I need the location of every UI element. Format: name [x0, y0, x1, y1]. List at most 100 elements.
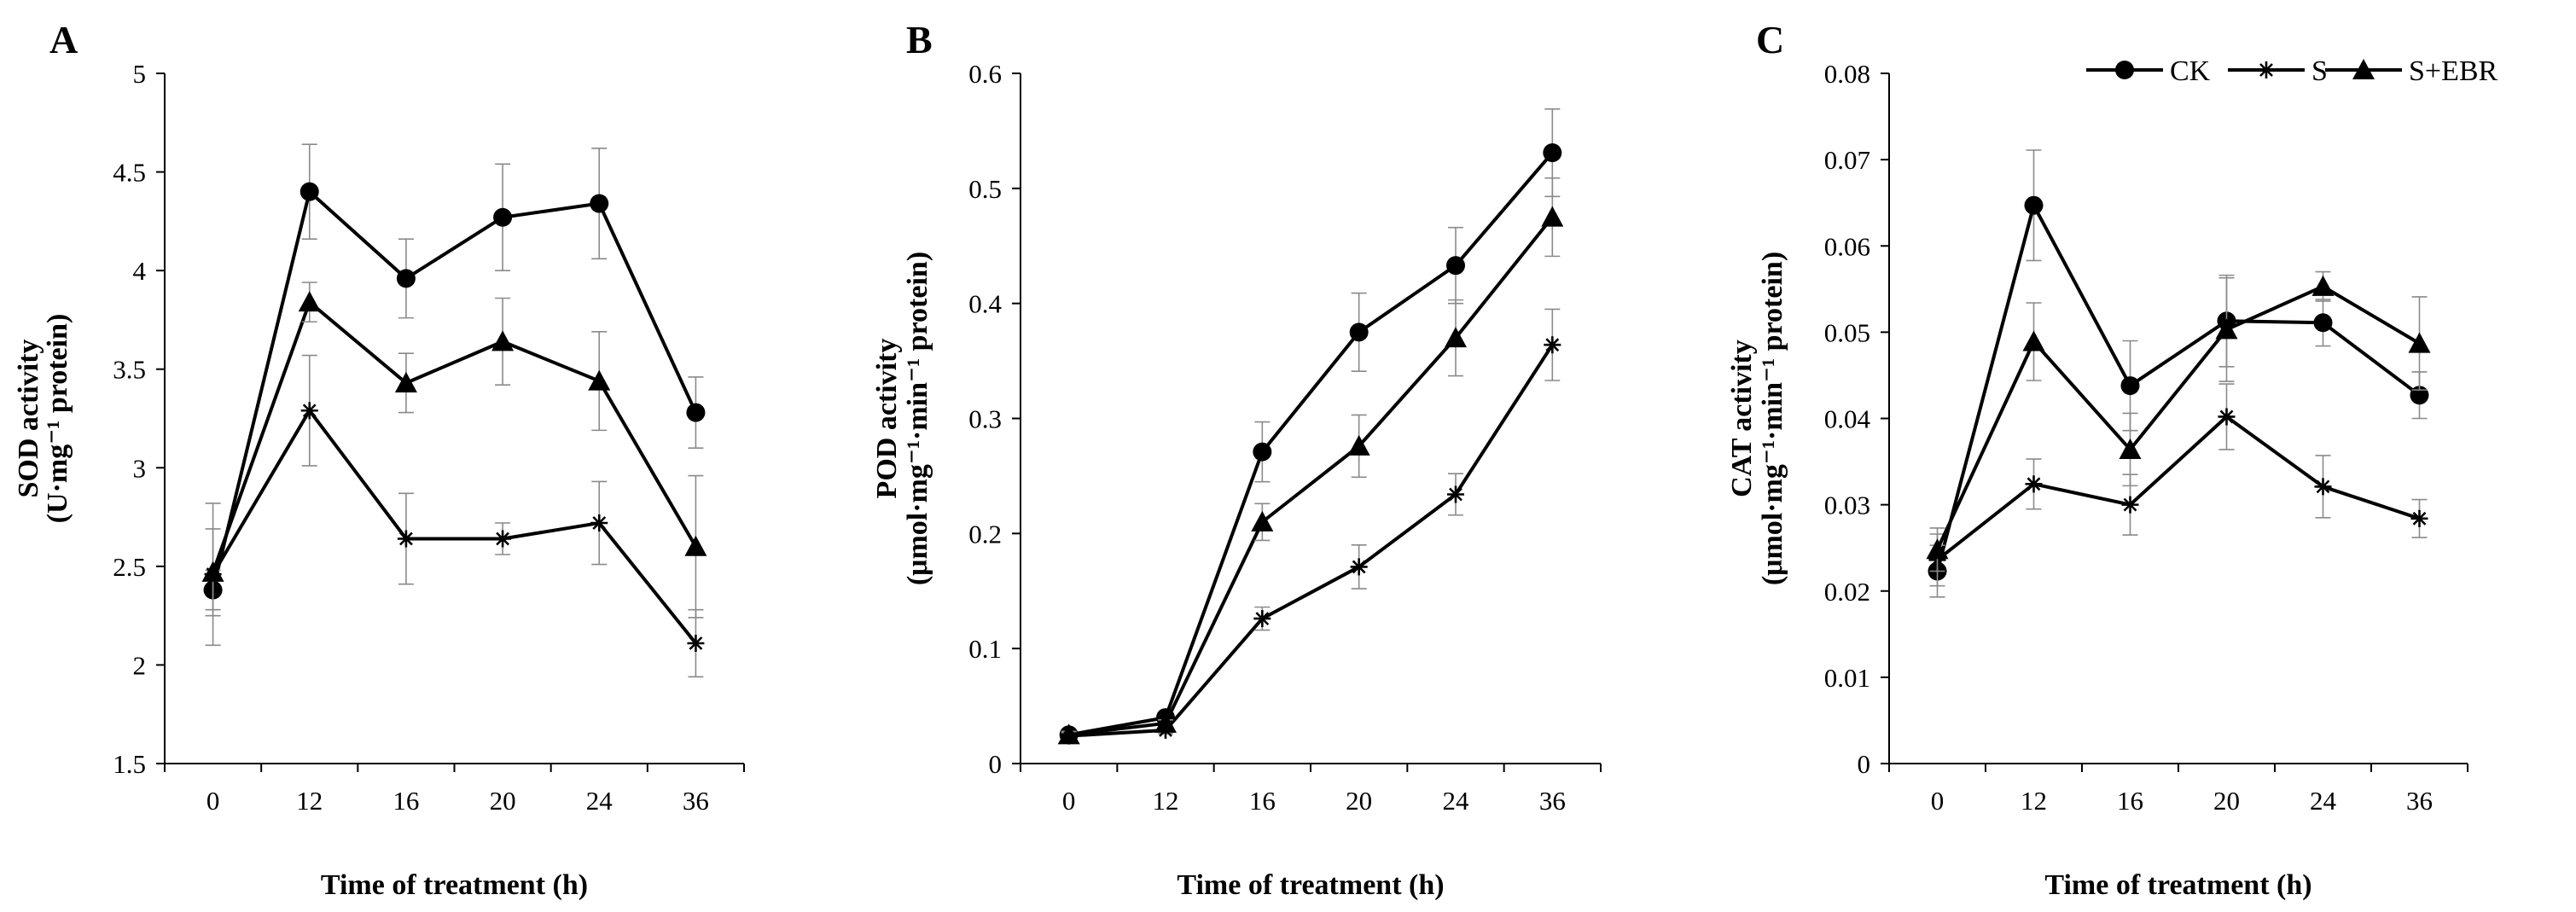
y-tick-label: 0.03	[1824, 491, 1870, 520]
data-point-s-stroke	[1255, 612, 1270, 626]
y-tick-label: 0.1	[968, 634, 1002, 664]
data-point-s	[2121, 496, 2139, 514]
series-line-s-ebr	[211, 299, 698, 573]
data-point-s	[494, 530, 512, 548]
data-point-s-stroke	[2412, 511, 2427, 526]
data-point-s-ebr	[1541, 206, 1564, 227]
x-tick-label: 16	[393, 786, 419, 816]
panel-letter: A	[49, 18, 78, 61]
data-point-s	[300, 402, 318, 420]
data-point-s	[1447, 485, 1464, 503]
x-tick-label: 16	[1249, 786, 1276, 816]
data-point-s-ebr	[2408, 332, 2431, 353]
data-point-s-stroke	[398, 532, 413, 546]
data-point-s-stroke	[689, 636, 703, 650]
x-tick-label: 12	[1153, 786, 1179, 816]
y-tick-label: 0.5	[968, 174, 1002, 204]
y-axis-subtitle: (U·mg⁻¹ protein)	[42, 314, 73, 524]
data-point-s-stroke	[302, 404, 317, 418]
x-tick-label: 36	[1539, 786, 1566, 816]
data-point-s-stroke	[1449, 487, 1462, 502]
data-point-s	[2025, 475, 2043, 493]
panel-letter: C	[1756, 18, 1784, 61]
legend-label-ck: CK	[2170, 55, 2211, 87]
data-point-s-ebr	[1347, 434, 1370, 456]
y-tick-label: 3.5	[113, 355, 146, 385]
y-tick-label: 0.4	[968, 289, 1002, 319]
data-point-ck	[299, 182, 319, 201]
x-tick-label: 36	[683, 786, 709, 816]
data-point-ck	[1349, 322, 1369, 342]
x-tick-label: 20	[1346, 786, 1372, 816]
data-point-ck	[396, 269, 416, 288]
x-tick-label: 20	[490, 786, 516, 816]
data-point-s	[2314, 478, 2332, 496]
legend: CK S S+EBR	[2086, 55, 2498, 87]
y-tick-label: 4	[133, 256, 147, 286]
y-axis-subtitle: (μmol·mg⁻¹·min⁻¹ protein)	[1757, 252, 1788, 585]
data-point-s	[2410, 509, 2428, 527]
data-point-s	[590, 514, 608, 532]
legend-label-s: S	[2311, 55, 2328, 87]
panel-a-sod-chart: A 1.5 2 2.5 3 3.5 4 4.5 5 0 12 16 20 24 36 Time of trea…	[13, 18, 745, 901]
x-axis-title: Time of treatment (h)	[2044, 869, 2311, 901]
y-tick-label: 0	[1858, 749, 1871, 779]
data-point-ck	[590, 194, 609, 213]
series-line-s	[1936, 414, 2421, 561]
y-tick-label: 0.01	[1824, 663, 1870, 693]
y-axis-title: SOD activity	[13, 339, 44, 497]
data-point-s-ebr	[298, 291, 321, 312]
x-tick-label: 0	[1062, 786, 1076, 816]
legend-marker-ck	[2115, 61, 2134, 79]
x-tick-label: 0	[1931, 786, 1945, 816]
x-tick-label: 12	[296, 786, 323, 816]
x-axis-title: Time of treatment (h)	[321, 869, 588, 901]
data-point-s-ebr	[1445, 327, 1467, 348]
x-tick-label: 24	[2310, 786, 2337, 816]
legend-marker-s-ebr	[2352, 59, 2375, 80]
data-point-ck	[2024, 195, 2044, 215]
data-point-s-ebr	[588, 369, 611, 391]
y-tick-label: 0.08	[1824, 59, 1870, 89]
legend-marker-s	[2258, 61, 2275, 78]
data-point-s-stroke	[1545, 338, 1560, 352]
y-axis-title: CAT activity	[1726, 340, 1758, 497]
y-tick-label: 0.07	[1824, 145, 1870, 175]
data-point-s	[1350, 558, 1368, 576]
y-tick-label: 0.04	[1824, 404, 1871, 434]
data-point-s	[1544, 336, 1561, 354]
data-point-s-ebr	[684, 535, 707, 556]
data-point-s-ebr	[394, 371, 417, 392]
data-point-s-stroke	[496, 532, 510, 546]
data-point-s-ebr	[1154, 712, 1177, 733]
y-tick-label: 0	[989, 749, 1003, 779]
data-point-s-ebr	[2119, 438, 2142, 459]
x-tick-label: 24	[586, 786, 613, 816]
y-tick-label: 2.5	[113, 552, 146, 582]
y-tick-label: 0.6	[968, 59, 1002, 89]
y-tick-label: 1.5	[113, 749, 146, 779]
y-axis-title: POD activity	[871, 339, 903, 499]
y-tick-label: 0.2	[968, 519, 1002, 549]
series-line-s	[1068, 344, 1555, 738]
series-line-s-ebr	[1935, 284, 2421, 551]
data-point-ck	[1446, 256, 1465, 276]
data-point-s-stroke	[1352, 560, 1366, 574]
y-tick-label: 2	[133, 650, 147, 680]
data-point-s-ebr	[1251, 510, 1274, 532]
series-line-s	[211, 407, 697, 645]
data-point-s-ebr	[491, 330, 515, 351]
data-point-s-ebr	[2311, 275, 2335, 296]
data-point-s	[2218, 408, 2236, 426]
y-tick-label: 3	[133, 453, 147, 483]
data-point-s-stroke	[2316, 479, 2330, 494]
series-line-ck	[1935, 200, 2421, 572]
x-axis-title: Time of treatment (h)	[1177, 869, 1444, 901]
data-point-s-stroke	[2123, 497, 2137, 512]
data-point-s-ebr	[1057, 723, 1080, 745]
y-tick-label: 0.02	[1824, 577, 1870, 607]
legend-marker-s-stroke	[2259, 63, 2273, 77]
y-tick-label: 0.06	[1824, 231, 1870, 261]
x-tick-label: 36	[2406, 786, 2433, 816]
x-tick-label: 20	[2213, 786, 2240, 816]
